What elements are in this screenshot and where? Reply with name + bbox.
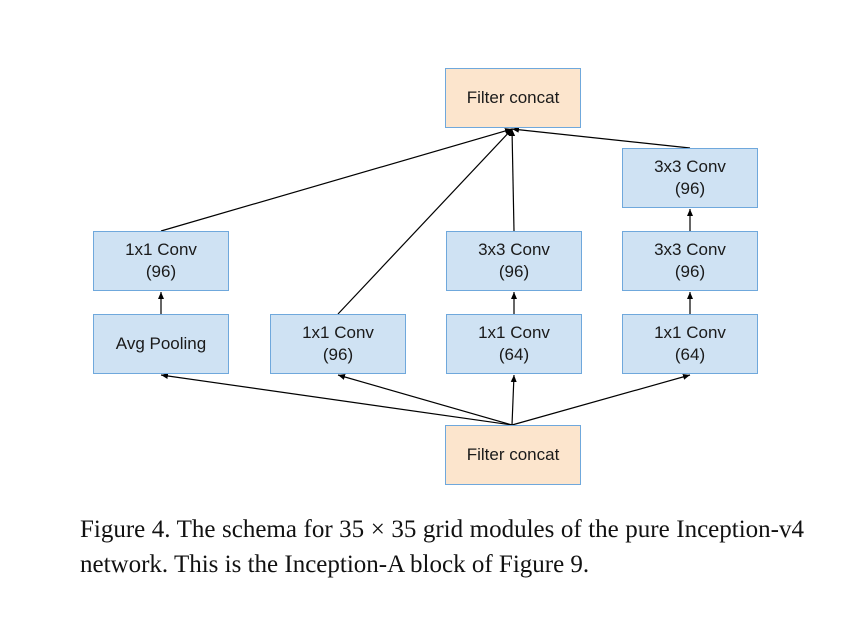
branch3-conv1-node: 1x1 Conv (64) [446,314,582,374]
bottom-filter-concat-node: Filter concat [445,425,581,485]
node-label-line: (96) [322,345,354,364]
edge-bottom_concat-to-b1_avgpool [160,373,513,426]
node-label-line: 3x3 Conv [654,157,726,176]
node-label-line: 1x1 Conv [478,323,550,342]
edge-b1_conv-to-top_concat [160,128,513,232]
edge-b4_conv3-to-top_concat [511,126,691,149]
branch4-conv3-node: 3x3 Conv (96) [622,148,758,208]
node-label-line: (96) [498,262,530,281]
node-label-line: 1x1 Conv [302,323,374,342]
branch3-conv2-node: 3x3 Conv (96) [446,231,582,291]
node-label-line: Filter concat [466,88,560,107]
edge-bottom_concat-to-b4_conv1 [511,374,691,426]
node-label-line: 3x3 Conv [654,240,726,259]
node-label-line: 1x1 Conv [654,323,726,342]
inception-a-diagram [158,126,693,426]
node-label-line: (64) [674,345,706,364]
node-label-line: (96) [674,262,706,281]
node-label-line: (64) [498,345,530,364]
figure-caption: Figure 4. The schema for 35 × 35 grid mo… [80,516,804,578]
edges [158,126,693,426]
top-filter-concat-node: Filter concat [445,68,581,128]
branch2-conv-node: 1x1 Conv (96) [270,314,406,374]
node-label-line: Avg Pooling [115,334,207,353]
edge-b2_conv-to-top_concat [337,128,513,315]
edge-b3_conv2-to-top_concat [509,128,516,232]
node-label-line: 1x1 Conv [125,240,197,259]
node-label-line: (96) [674,179,706,198]
branch1-conv-node: 1x1 Conv (96) [93,231,229,291]
branch4-conv1-node: 1x1 Conv (64) [622,314,758,374]
avg-pooling-node: Avg Pooling [93,314,229,374]
edge-bottom_concat-to-b2_conv [337,374,513,426]
node-label-line: Filter concat [466,445,560,464]
branch4-conv2-node: 3x3 Conv (96) [622,231,758,291]
node-label-line: (96) [145,262,177,281]
node-label-line: 3x3 Conv [478,240,550,259]
edge-bottom_concat-to-b3_conv1 [510,374,517,426]
